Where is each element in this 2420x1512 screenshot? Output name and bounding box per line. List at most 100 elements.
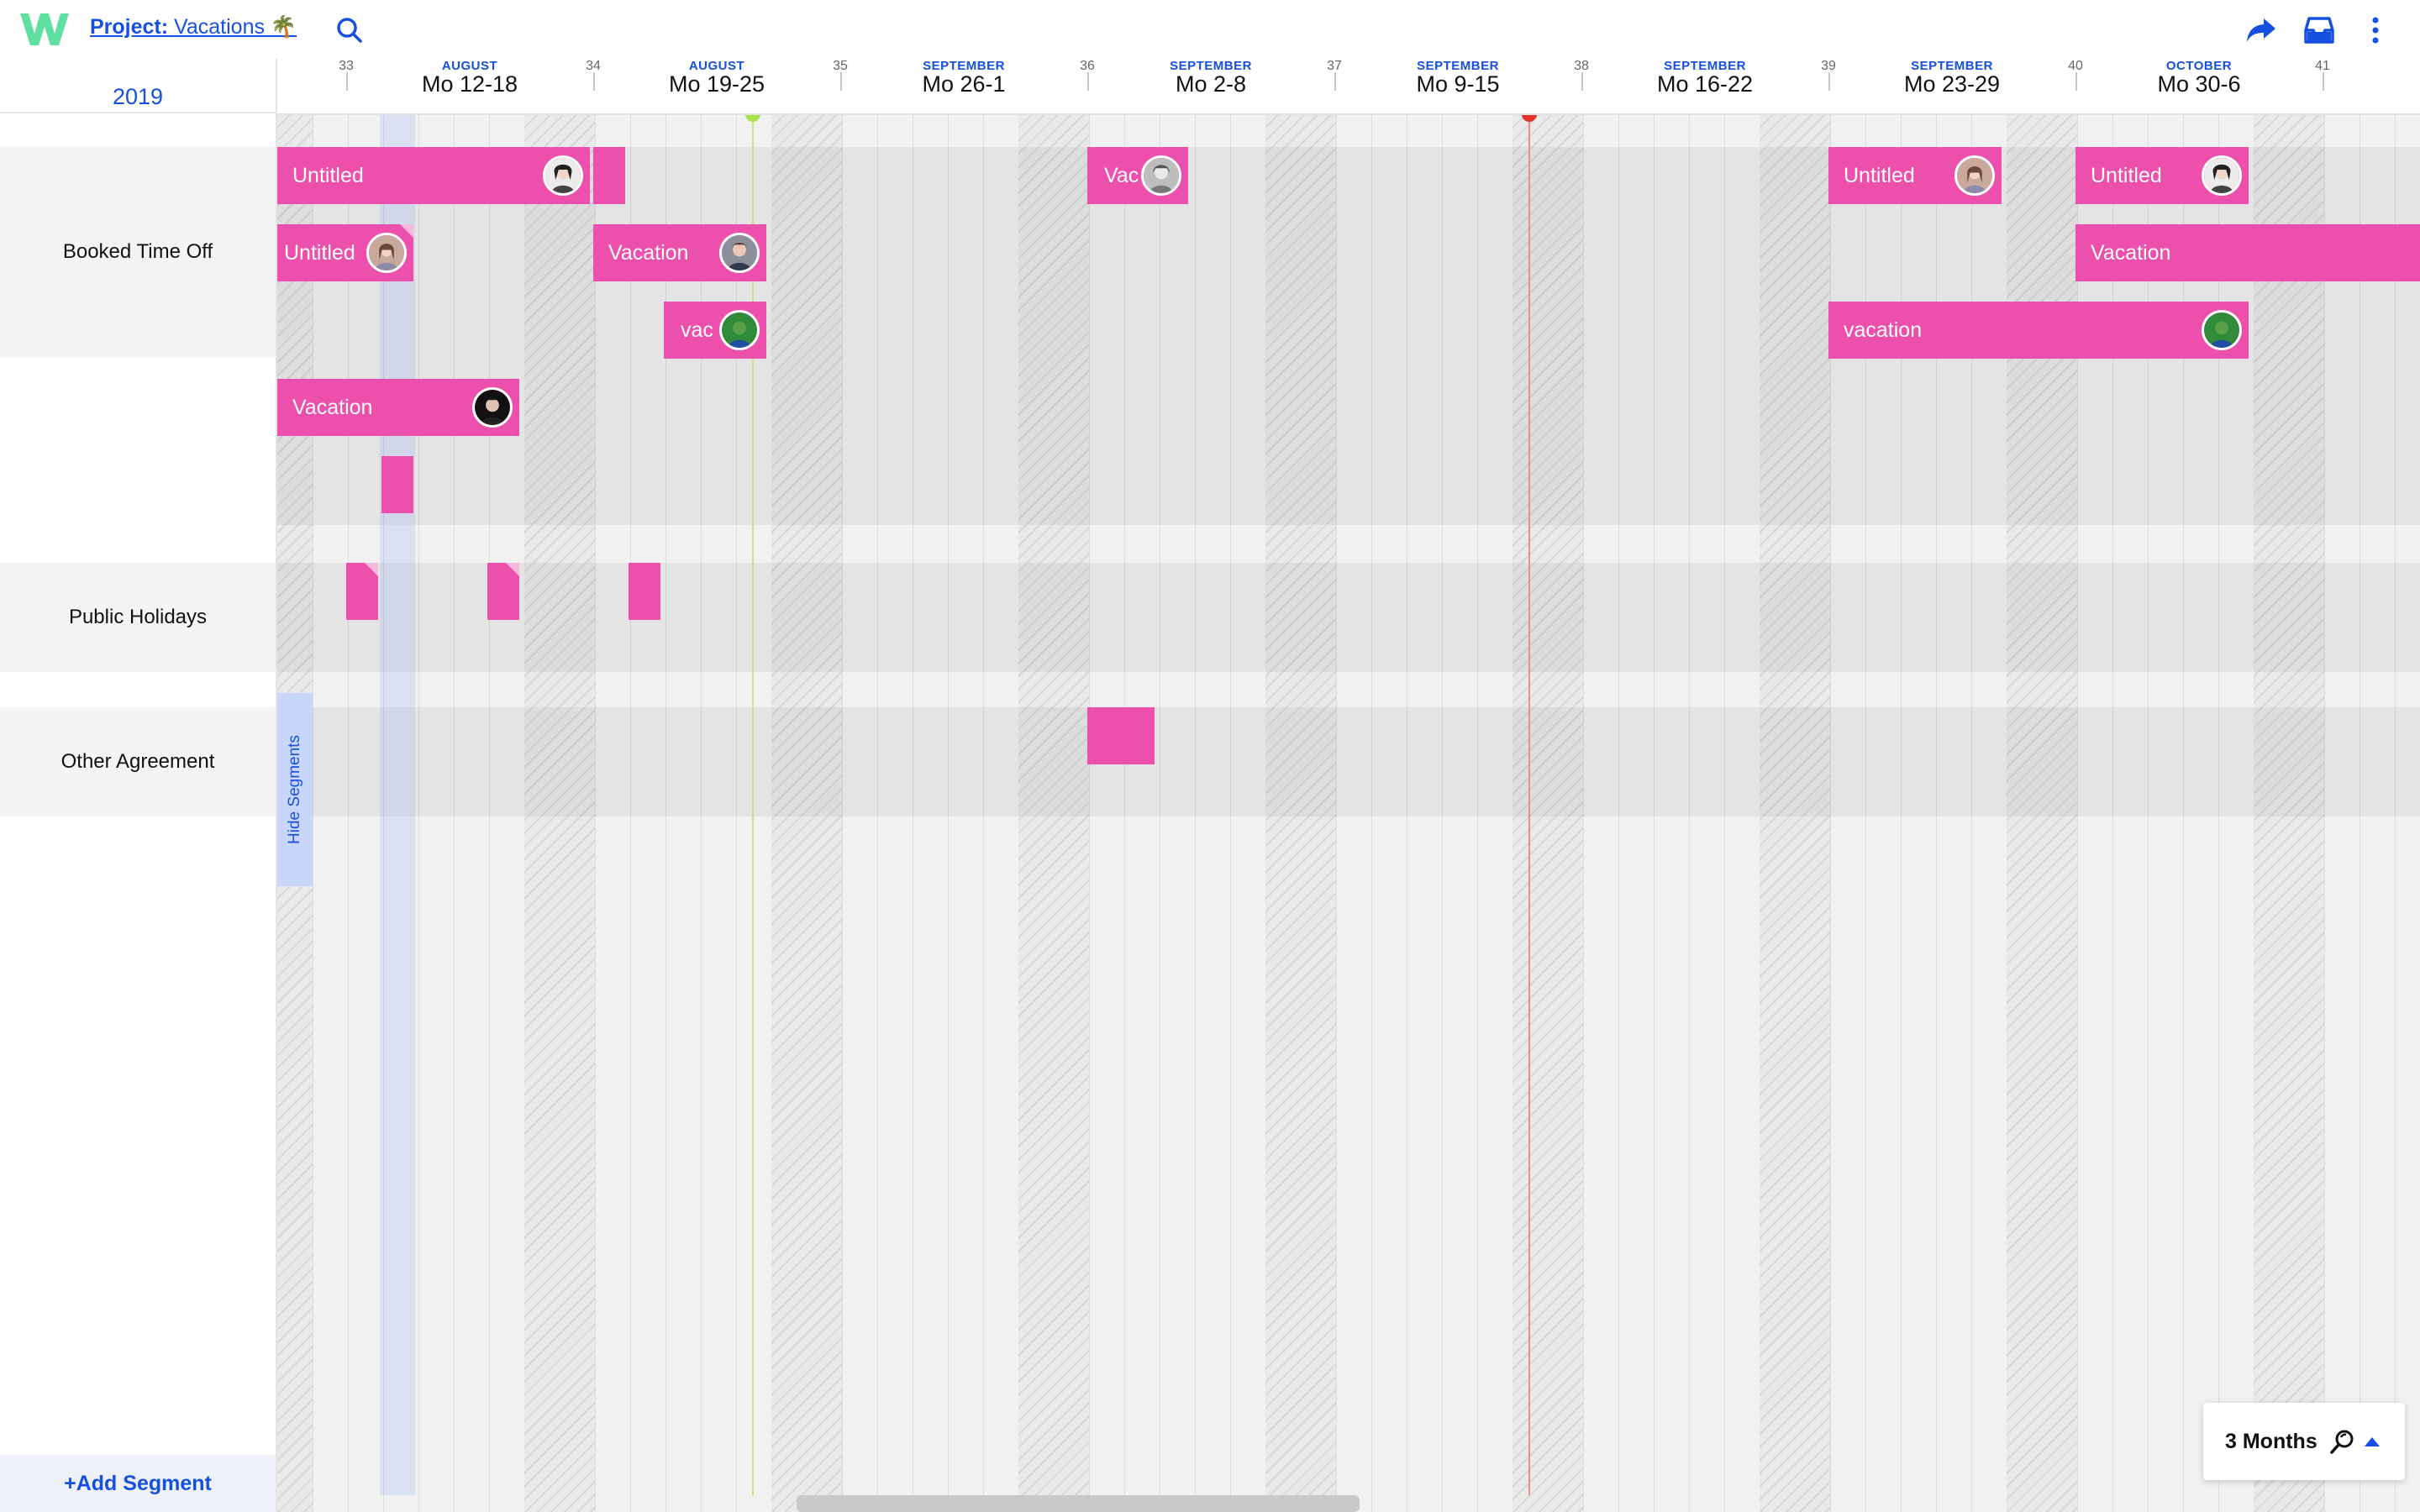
week-month: AUGUST [688, 59, 745, 73]
day-line [1442, 113, 1443, 1512]
event-bar[interactable]: Vacation [277, 379, 519, 436]
day-line [2395, 113, 2396, 1512]
event-bar[interactable]: Untitled [1828, 147, 2002, 204]
horizontal-scrollbar[interactable] [797, 1495, 1360, 1512]
week-column-header[interactable]: SEPTEMBER Mo 16-22 [1581, 59, 1828, 97]
day-line [877, 113, 878, 1512]
weekend-column [1265, 113, 1336, 1512]
week-column-header[interactable]: OCTOBER Mo 30-6 [2075, 59, 2323, 97]
day-line [1336, 113, 1337, 1512]
week-number: 34 [586, 59, 601, 73]
day-line [2324, 113, 2325, 1512]
zoom-icon[interactable] [2329, 1428, 2356, 1455]
inbox-icon[interactable] [2304, 15, 2334, 45]
week-month: SEPTEMBER [1911, 59, 1993, 73]
avatar [472, 387, 513, 428]
day-line [1195, 113, 1196, 1512]
holiday-event[interactable] [629, 563, 660, 620]
week-tick [1334, 72, 1336, 91]
day-line [1901, 113, 1902, 1512]
event-bar[interactable]: Untitled [2075, 147, 2249, 204]
day-line [1830, 113, 1831, 1512]
search-icon[interactable] [334, 15, 365, 45]
week-month: OCTOBER [2165, 59, 2233, 73]
week-column-header[interactable]: SEPTEMBER Mo 26-1 [840, 59, 1087, 97]
day-line [1724, 113, 1725, 1512]
week-number: 39 [1821, 59, 1836, 73]
more-vertical-icon[interactable] [2366, 15, 2385, 45]
segment-label-booked-time-off[interactable]: Booked Time Off [0, 147, 276, 357]
week-column-header[interactable]: SEPTEMBER Mo 23-29 [1828, 59, 2075, 97]
day-line [630, 113, 631, 1512]
weekend-column [2254, 113, 2324, 1512]
day-line [701, 113, 702, 1512]
day-line [842, 113, 843, 1512]
day-line [1371, 113, 1372, 1512]
day-line [348, 113, 349, 1512]
event-bar[interactable] [381, 456, 413, 513]
hide-segments-toggle[interactable]: Hide Segments [277, 693, 313, 886]
project-title-link[interactable]: Project: Vacations 🌴 [90, 15, 297, 39]
week-column-header[interactable]: SEPTEMBER Mo 2-8 [1087, 59, 1334, 97]
week-column-header[interactable]: O M [2323, 59, 2420, 97]
week-range: Mo 12-18 [421, 71, 518, 97]
timeline[interactable]: 33 34 35 36 37 38 39 40 41 AUGUST Mo 12-… [277, 59, 2420, 1512]
event-corner-marker [365, 563, 378, 576]
holiday-event[interactable] [346, 563, 378, 620]
timeline-grid[interactable]: Untitled Vac Untitled Untitled Untitled … [277, 107, 2420, 1512]
add-segment-button[interactable]: +Add Segment [0, 1455, 276, 1512]
event-bar[interactable]: vac [664, 302, 766, 359]
caret-up-icon[interactable] [2364, 1436, 2380, 1446]
week-column-header[interactable]: SEPTEMBER Mo 9-15 [1334, 59, 1581, 97]
avatar [366, 233, 407, 273]
day-line [1654, 113, 1655, 1512]
day-line [1865, 113, 1866, 1512]
event-bar[interactable]: Untitled [277, 224, 413, 281]
timeline-header: 33 34 35 36 37 38 39 40 41 AUGUST Mo 12-… [277, 59, 2420, 115]
week-tick [1581, 72, 1583, 91]
year-label[interactable]: 2019 [112, 84, 164, 109]
day-line [1618, 113, 1619, 1512]
segment-label-other-agreement[interactable]: Other Agreement [0, 707, 276, 816]
event-bar[interactable]: Vac [1087, 147, 1188, 204]
day-line [948, 113, 949, 1512]
share-icon[interactable] [2245, 15, 2277, 45]
avatar [2202, 310, 2242, 350]
avatar [1141, 155, 1181, 196]
day-line [2183, 113, 2184, 1512]
marker-line [752, 113, 754, 1495]
week-column-header[interactable]: AUGUST Mo 12-18 [346, 59, 593, 97]
project-name: Vacations 🌴 [174, 15, 297, 39]
day-line [983, 113, 984, 1512]
weekend-column [771, 113, 842, 1512]
segment-sidebar: 2019 Booked Time Off Public Holidays Oth… [0, 59, 277, 1512]
project-prefix: Project: [90, 15, 169, 39]
week-month: SEPTEMBER [1417, 59, 1499, 73]
event-bar[interactable] [593, 147, 625, 204]
event-bar[interactable]: Vacation [593, 224, 766, 281]
event-corner-marker [400, 224, 413, 238]
segment-label-public-holidays[interactable]: Public Holidays [0, 563, 276, 672]
week-month: SEPTEMBER [1664, 59, 1746, 73]
event-title: vac [681, 318, 713, 342]
segment-band-other-agreement [277, 707, 2420, 816]
agreement-event[interactable] [1087, 707, 1155, 764]
week-range: Mo 9-15 [1416, 71, 1500, 97]
app-logo-icon[interactable] [18, 10, 71, 49]
event-title: Untitled [292, 163, 364, 187]
holiday-event[interactable] [487, 563, 519, 620]
week-range: Mo 2-8 [1175, 71, 1247, 97]
day-line [383, 113, 384, 1512]
week-number: 35 [833, 59, 848, 73]
week-range: Mo 16-22 [1656, 71, 1754, 97]
week-column-header[interactable]: AUGUST Mo 19-25 [593, 59, 840, 97]
week-number: 38 [1574, 59, 1589, 73]
event-bar[interactable]: Vacation [2075, 224, 2420, 281]
event-bar[interactable]: Untitled [277, 147, 590, 204]
event-bar[interactable]: vacation [1828, 302, 2249, 359]
week-range: Mo 26-1 [922, 71, 1006, 97]
weekend-column [1512, 113, 1583, 1512]
zoom-control[interactable]: 3 Months [2203, 1403, 2405, 1480]
weekend-column [1760, 113, 1830, 1512]
event-corner-marker [506, 563, 519, 576]
